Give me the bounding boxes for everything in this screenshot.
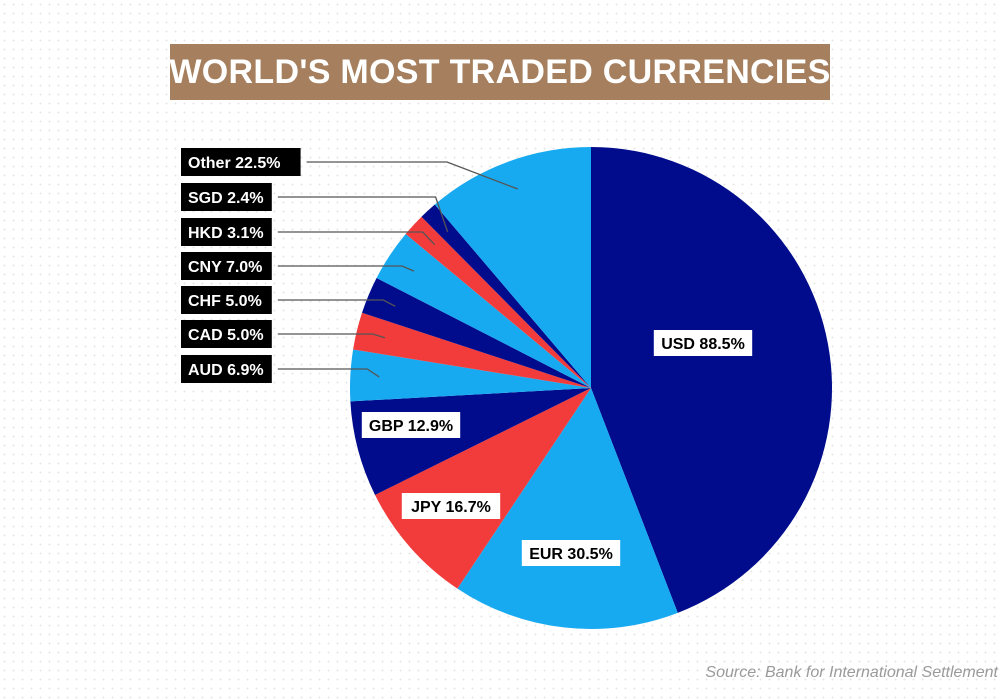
data-label-gbp: GBP 12.9% <box>361 412 461 438</box>
data-label-text-chf: CHF 5.0% <box>188 293 262 310</box>
data-label-usd: USD 88.5% <box>653 330 753 356</box>
slice-cny <box>376 233 591 388</box>
data-label-box-other <box>181 148 301 176</box>
data-label-jpy: JPY 16.7% <box>401 493 501 519</box>
data-label-box-cny <box>181 252 272 280</box>
data-label-sgd: SGD 2.4% <box>181 183 272 211</box>
data-label-text-gbp: GBP 12.9% <box>369 418 453 435</box>
data-label-box-hkd <box>181 218 272 246</box>
slice-sgd <box>421 204 591 388</box>
data-label-chf: CHF 5.0% <box>181 286 272 314</box>
data-label-text-eur: EUR 30.5% <box>529 546 613 563</box>
data-label-text-aud: AUD 6.9% <box>188 362 264 379</box>
leader-line-cad <box>277 333 386 339</box>
leader-line-cny <box>277 265 415 272</box>
slice-other <box>434 147 591 388</box>
slice-aud <box>349 349 591 402</box>
data-label-box-cad <box>181 320 272 348</box>
leader-line-hkd <box>277 231 436 246</box>
slice-hkd <box>405 216 591 388</box>
slice-chf <box>362 278 591 388</box>
data-label-text-sgd: SGD 2.4% <box>188 190 264 207</box>
title-banner: WORLD'S MOST TRADED CURRENCIES <box>169 44 831 100</box>
data-label-text-hkd: HKD 3.1% <box>188 225 264 242</box>
slice-jpy <box>375 388 591 589</box>
chart-title: WORLD'S MOST TRADED CURRENCIES <box>169 52 831 91</box>
slice-eur <box>457 388 678 630</box>
data-label-text-cad: CAD 5.0% <box>188 327 264 344</box>
slice-labels: USD 88.5% EUR 30.5% JPY 16.7% GBP 12.9% AUD … <box>181 148 753 566</box>
slice-cad <box>353 312 591 388</box>
data-label-hkd: HKD 3.1% <box>181 218 272 246</box>
leader-line-chf <box>277 299 396 307</box>
data-label-box-jpy <box>401 493 501 519</box>
leader-lines <box>277 161 519 378</box>
data-label-text-usd: USD 88.5% <box>661 336 745 353</box>
data-label-eur: EUR 30.5% <box>521 540 621 566</box>
source-note: Source: Bank for International Settlemen… <box>705 664 998 681</box>
data-label-text-cny: CNY 7.0% <box>188 259 262 276</box>
leader-line-aud <box>277 368 380 378</box>
data-label-box-gbp <box>361 412 461 438</box>
data-label-other: Other 22.5% <box>181 148 301 176</box>
data-label-box-sgd <box>181 183 272 211</box>
data-label-cad: CAD 5.0% <box>181 320 272 348</box>
slice-usd <box>591 147 833 613</box>
data-label-text-jpy: JPY 16.7% <box>411 499 491 516</box>
leader-line-other <box>306 161 519 190</box>
leader-line-sgd <box>277 196 449 233</box>
data-label-box-aud <box>181 355 272 383</box>
data-label-text-other: Other 22.5% <box>188 155 280 172</box>
data-label-cny: CNY 7.0% <box>181 252 272 280</box>
data-label-box-eur <box>521 540 621 566</box>
data-label-aud: AUD 6.9% <box>181 355 272 383</box>
data-label-box-chf <box>181 286 272 314</box>
data-label-box-usd <box>653 330 753 356</box>
